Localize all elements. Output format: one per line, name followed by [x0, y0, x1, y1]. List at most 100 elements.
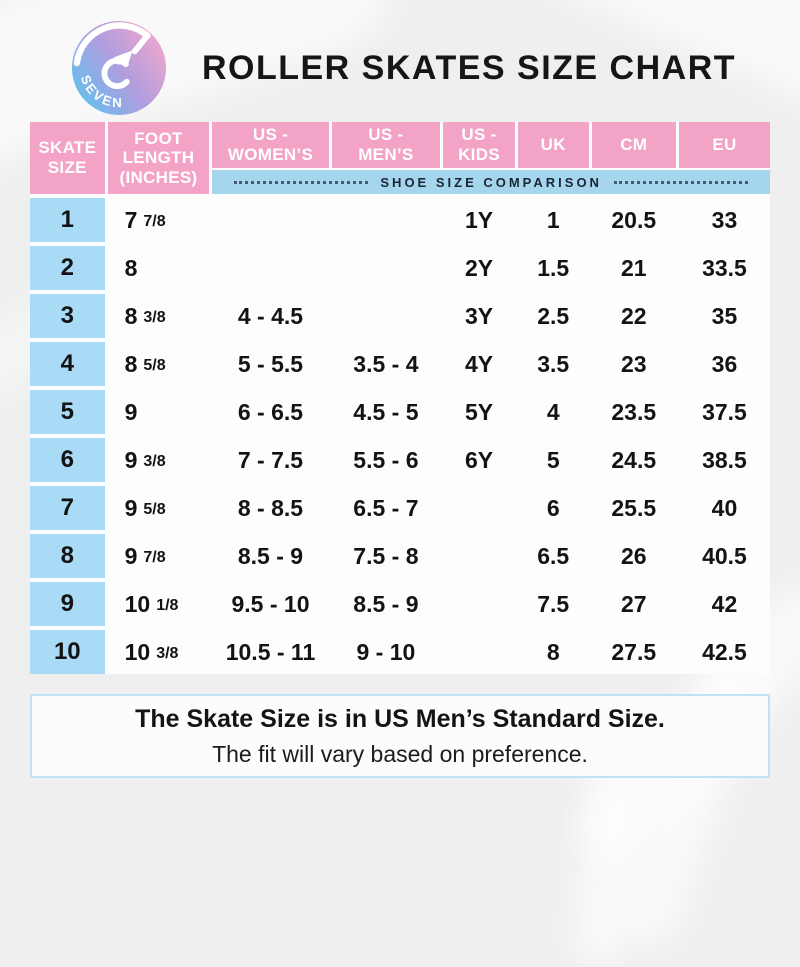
cell-us-womens: 10.5 - 11 — [225, 638, 316, 665]
cell-skate-size: 6 — [30, 438, 105, 482]
cell-cm: 20.5 — [611, 206, 657, 233]
cell-eu: 40 — [711, 494, 738, 521]
dotted-divider — [613, 180, 748, 184]
column-header-uk: UK — [517, 122, 589, 168]
cell-skate-size: 7 — [30, 486, 105, 530]
table-body: 1 7 7/8 1Y 1 20.5 33 2 8 2Y 1.5 21 33.5 3 8 3/8 4 - 4.5 3… — [30, 198, 770, 674]
cell-us-mens — [332, 294, 441, 338]
cell-us-womens — [212, 246, 328, 290]
cell-skate-size: 4 — [30, 342, 105, 386]
cell-us-womens: 6 - 6.5 — [237, 398, 304, 425]
cell-skate-size: 10 — [30, 630, 105, 674]
dotted-divider — [234, 180, 369, 184]
cell-us-kids — [443, 630, 515, 674]
column-header-us-womens: US - WOMEN’S — [212, 122, 329, 168]
cell-eu: 37.5 — [702, 398, 747, 425]
foot-length-whole: 9 — [124, 398, 138, 425]
cell-uk: 8 — [546, 638, 560, 665]
cell-us-mens: 5.5 - 6 — [353, 446, 419, 473]
cell-us-mens: 7.5 - 8 — [353, 542, 419, 569]
cell-foot-length: 9 7/8 — [108, 534, 210, 578]
foot-length-fraction: 5/8 — [143, 356, 166, 374]
foot-length-whole: 10 — [124, 590, 151, 617]
cell-uk: 4 — [546, 398, 560, 425]
cell-us-womens: 8 - 8.5 — [237, 494, 304, 521]
cell-us-kids — [443, 582, 515, 626]
size-chart-table: SKATE SIZE FOOT LENGTH (INCHES) US - WOM… — [30, 122, 770, 674]
cell-foot-length: 9 3/8 — [108, 438, 210, 482]
cell-skate-size: 5 — [30, 390, 105, 434]
cell-us-kids: 6Y — [464, 446, 494, 473]
cell-eu: 38.5 — [702, 446, 747, 473]
cell-cm: 27 — [620, 590, 647, 617]
column-header-cm: CM — [591, 122, 676, 168]
foot-length-whole: 9 — [124, 446, 138, 473]
foot-length-fraction: 3/8 — [143, 452, 166, 470]
cell-cm: 26 — [620, 542, 647, 569]
cell-foot-length: 7 7/8 — [108, 198, 210, 242]
table-header: SKATE SIZE FOOT LENGTH (INCHES) US - WOM… — [30, 122, 770, 194]
cell-eu: 33.5 — [702, 254, 747, 281]
cell-uk: 5 — [546, 446, 560, 473]
cell-foot-length: 10 1/8 — [108, 582, 210, 626]
cell-us-mens: 3.5 - 4 — [353, 350, 419, 377]
foot-length-whole: 9 — [124, 542, 138, 569]
cell-us-kids — [443, 486, 515, 530]
cell-eu: 33 — [711, 206, 738, 233]
foot-length-fraction: 3/8 — [143, 308, 166, 326]
cell-uk: 7.5 — [537, 590, 570, 617]
cell-foot-length: 9 — [108, 390, 210, 434]
column-header-eu: EU — [678, 122, 770, 168]
foot-length-whole: 10 — [124, 638, 151, 665]
cell-us-mens: 8.5 - 9 — [353, 590, 419, 617]
foot-length-fraction: 5/8 — [143, 500, 166, 518]
cell-us-womens: 8.5 - 9 — [237, 542, 304, 569]
cell-skate-size: 3 — [30, 294, 105, 338]
foot-length-fraction: 3/8 — [156, 644, 179, 662]
cell-uk: 6 — [546, 494, 560, 521]
cell-uk: 6.5 — [537, 542, 570, 569]
cell-skate-size: 8 — [30, 534, 105, 578]
cell-us-womens: 5 - 5.5 — [237, 350, 304, 377]
foot-length-whole: 9 — [124, 494, 138, 521]
brand-logo-seven-icon: SEVEN — [71, 20, 167, 116]
cell-us-mens: 4.5 - 5 — [353, 398, 419, 425]
cell-skate-size: 2 — [30, 246, 105, 290]
foot-length-fraction: 7/8 — [143, 548, 166, 566]
shoe-size-comparison-band: SHOE SIZE COMPARISON — [212, 170, 770, 194]
cell-us-mens — [332, 198, 441, 242]
cell-us-mens: 9 - 10 — [356, 638, 416, 665]
foot-length-whole: 8 — [124, 302, 138, 329]
foot-length-fraction: 1/8 — [156, 596, 179, 614]
footer-note-line1: The Skate Size is in US Men’s Standard S… — [135, 704, 665, 733]
cell-us-mens — [332, 246, 441, 290]
column-header-us-kids: US - KIDS — [443, 122, 515, 168]
cell-cm: 23 — [620, 350, 647, 377]
cell-us-womens: 4 - 4.5 — [237, 302, 304, 329]
cell-foot-length: 8 — [108, 246, 210, 290]
foot-length-fraction: 7/8 — [143, 212, 166, 230]
cell-uk: 2.5 — [537, 302, 570, 329]
cell-foot-length: 10 3/8 — [108, 630, 210, 674]
column-header-skate-size: SKATE SIZE — [30, 122, 105, 194]
page-title: ROLLER SKATES SIZE CHART — [201, 48, 737, 87]
foot-length-whole: 8 — [124, 350, 138, 377]
foot-length-whole: 8 — [124, 254, 138, 281]
foot-length-whole: 7 — [124, 206, 138, 233]
cell-uk: 1 — [546, 206, 560, 233]
cell-eu: 42.5 — [702, 638, 747, 665]
cell-eu: 36 — [711, 350, 738, 377]
column-header-us-mens: US - MEN’S — [331, 122, 441, 168]
cell-uk: 1.5 — [537, 254, 570, 281]
cell-cm: 27.5 — [611, 638, 657, 665]
cell-us-womens: 9.5 - 10 — [231, 590, 310, 617]
cell-cm: 22 — [620, 302, 647, 329]
cell-foot-length: 8 3/8 — [108, 294, 210, 338]
cell-foot-length: 9 5/8 — [108, 486, 210, 530]
cell-skate-size: 9 — [30, 582, 105, 626]
cell-cm: 25.5 — [611, 494, 657, 521]
cell-us-kids: 3Y — [464, 302, 494, 329]
footer-note: The Skate Size is in US Men’s Standard S… — [30, 694, 770, 778]
cell-us-mens: 6.5 - 7 — [353, 494, 419, 521]
shoe-size-comparison-label: SHOE SIZE COMPARISON — [380, 174, 602, 190]
